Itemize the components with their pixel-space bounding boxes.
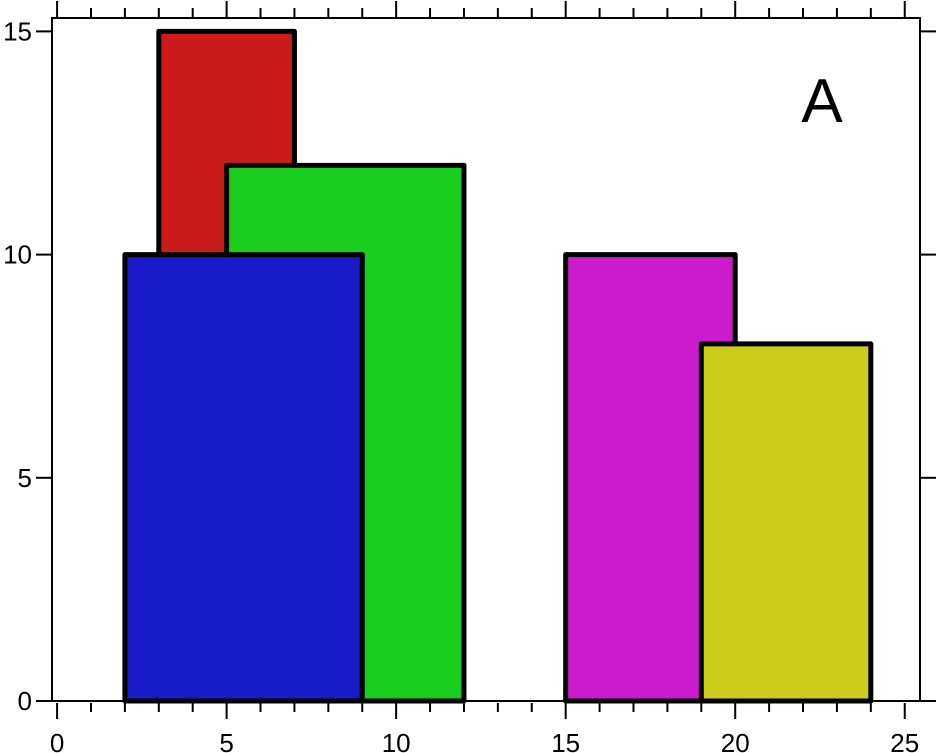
rectangles <box>122 28 874 704</box>
y-tick-label: 0 <box>18 686 32 716</box>
x-tick-label: 0 <box>50 728 64 753</box>
y-tick-label: 15 <box>3 16 32 46</box>
x-tick-label: 15 <box>551 728 580 753</box>
x-tick-label: 20 <box>721 728 750 753</box>
ticks: 0 5 10 15 20 25 0 5 10 15 <box>3 1 936 753</box>
rectangle-4 <box>698 341 874 704</box>
y-tick-label: 5 <box>18 463 32 493</box>
plot-frame <box>51 17 921 702</box>
x-tick-label: 25 <box>890 728 919 753</box>
y-tick-label: 10 <box>3 240 32 270</box>
x-tick-label: 5 <box>219 728 233 753</box>
rectangle-2 <box>122 252 365 704</box>
x-tick-label: 10 <box>382 728 411 753</box>
annotation-label: A <box>801 67 843 136</box>
